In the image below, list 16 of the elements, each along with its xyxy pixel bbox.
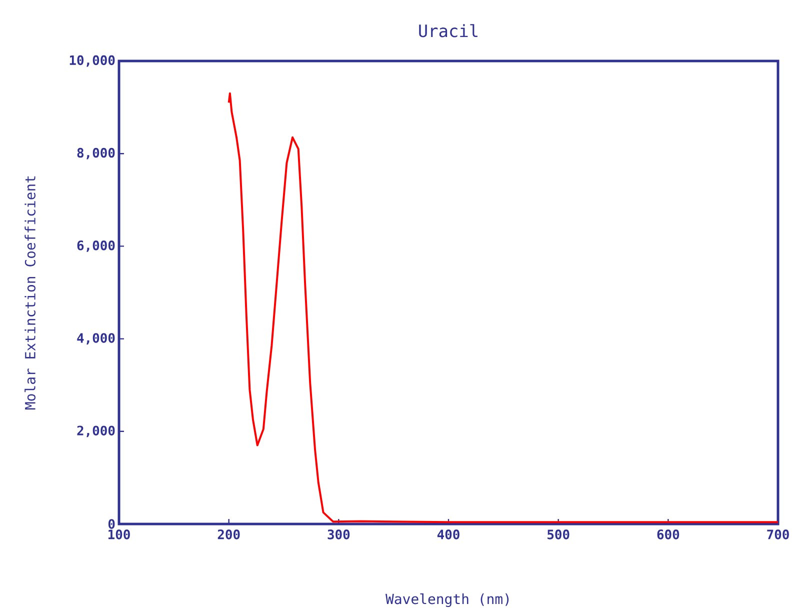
x-tick-label: 100 (108, 530, 130, 540)
x-tick-label: 400 (437, 530, 460, 540)
y-tick-label: 8,000 (77, 148, 115, 160)
x-tick-label: 200 (218, 530, 240, 540)
x-tick-label: 700 (767, 530, 789, 540)
y-tick-label: 4,000 (77, 333, 115, 345)
x-tick-label: 600 (657, 530, 680, 540)
x-axis-title: Wavelength (nm) (386, 593, 509, 607)
y-tick-label: 6,000 (77, 240, 115, 252)
y-tick-label: 10,000 (70, 55, 115, 67)
chart-title: Uracil (419, 24, 478, 38)
y-tick-label: 2,000 (77, 426, 115, 438)
x-tick-label: 300 (328, 530, 350, 540)
y-axis-title: Molar Extinction Coefficient (24, 176, 36, 410)
x-tick-label: 500 (548, 530, 570, 540)
y-tick-label: 0 (108, 519, 115, 529)
